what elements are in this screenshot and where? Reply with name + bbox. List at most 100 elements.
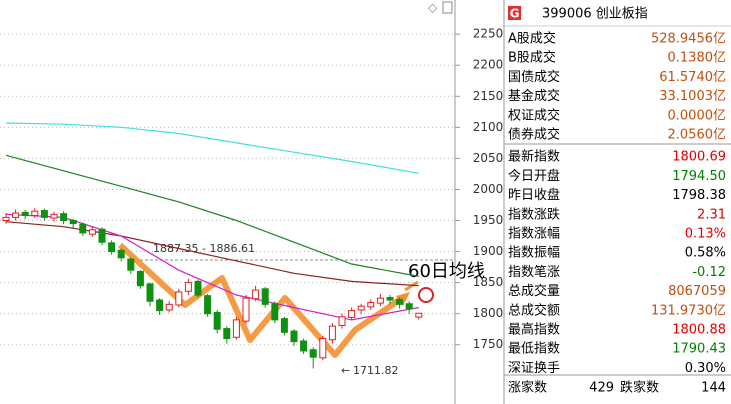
row-value: 1798.38	[672, 188, 726, 203]
row-value: 61.5740亿	[659, 70, 726, 85]
row-value: 528.9456亿	[651, 32, 726, 47]
low-annotation: 1711.82	[353, 364, 399, 377]
candle-body	[223, 328, 231, 340]
y-tick-label: 2100	[473, 120, 504, 134]
moving-average	[5, 154, 419, 277]
row-label: 最高指数	[508, 322, 560, 338]
row-value: 1800.69	[672, 150, 726, 165]
candle-body	[50, 213, 58, 219]
candle-body	[184, 282, 192, 292]
candle-body	[319, 338, 327, 359]
candle-body	[300, 340, 308, 352]
y-tick-label: 1800	[473, 306, 504, 320]
candle-body	[357, 305, 365, 311]
moving-average	[5, 122, 419, 174]
y-tick-label: 1900	[473, 244, 504, 258]
row-value: 1790.43	[672, 342, 726, 357]
candle-body	[280, 318, 288, 333]
candle-body	[290, 330, 298, 343]
candle-body	[242, 297, 250, 322]
candle-body	[328, 325, 336, 341]
candle-body	[232, 319, 240, 338]
candle-body	[204, 295, 212, 315]
row-label: 债券成交	[508, 127, 560, 143]
up-label: 涨家数	[508, 380, 547, 396]
up-count: 429	[589, 381, 614, 396]
y-tick-label: 2000	[473, 182, 504, 196]
candle-body	[348, 310, 356, 318]
candle-body	[156, 299, 164, 312]
candle-body	[146, 283, 154, 302]
candle-body	[69, 220, 77, 225]
candle-body	[79, 223, 87, 234]
row-value: 1800.88	[672, 323, 726, 338]
diamond-icon[interactable]: ◇	[428, 1, 438, 15]
candle-body	[127, 258, 135, 271]
row-value: 131.9730亿	[651, 303, 726, 318]
box-icon[interactable]	[442, 1, 453, 14]
candle-body	[396, 298, 404, 305]
candle-body	[165, 303, 173, 311]
g-icon: G	[510, 7, 520, 21]
y-tick-label: 1850	[473, 275, 504, 289]
candle-body	[175, 291, 183, 306]
candle-body	[88, 229, 96, 235]
candle-body	[31, 210, 39, 217]
candle-body	[376, 297, 384, 304]
row-value: 0.30%	[685, 361, 726, 376]
highlight-circle	[418, 287, 434, 303]
row-label: 今日开盘	[508, 168, 560, 184]
candle-body	[367, 301, 375, 308]
index-title: 399006 创业板指	[542, 7, 648, 22]
row-value: 2.0560亿	[668, 128, 727, 143]
trend-arrow	[117, 242, 404, 358]
candle-body	[21, 211, 29, 217]
row-label: 指数振幅	[508, 246, 560, 261]
ma-annotation: 60日均线	[408, 261, 485, 282]
candle-body	[98, 228, 106, 243]
candle-body	[213, 311, 221, 330]
candle-body	[136, 270, 144, 287]
row-label: 国债成交	[508, 69, 560, 85]
y-tick-label: 2150	[473, 89, 504, 103]
row-label: 指数涨跌	[508, 206, 560, 222]
row-value: 8067059	[668, 284, 726, 299]
candle-body	[117, 249, 125, 259]
candle-body	[12, 212, 20, 218]
moving-average	[5, 221, 419, 287]
row-value: -0.12	[692, 265, 726, 280]
row-value: 0.13%	[685, 227, 726, 242]
y-tick-label: 2200	[473, 58, 504, 72]
row-label: 深证换手	[508, 361, 560, 376]
row-label: 指数笔涨	[508, 264, 560, 280]
candle-body	[261, 288, 269, 305]
arrow-left: ←	[341, 364, 350, 377]
row-label: 最低指数	[508, 342, 560, 357]
candle-body	[386, 297, 394, 301]
down-count: 144	[701, 381, 726, 396]
row-label: 最新指数	[508, 149, 560, 165]
row-label: 指数涨幅	[508, 227, 560, 242]
row-value: 33.1003亿	[659, 89, 726, 104]
candle-body	[271, 303, 279, 321]
moving-average	[5, 213, 419, 321]
candle-body	[309, 349, 317, 358]
candle-body	[194, 280, 202, 296]
row-value: 2.31	[697, 207, 726, 222]
row-value: 0.1380亿	[668, 51, 727, 66]
row-label: 权证成交	[508, 107, 560, 123]
g-icon-bg	[508, 6, 521, 20]
candle-body	[405, 303, 413, 310]
candle-body	[252, 289, 260, 300]
row-label: 昨日收盘	[508, 187, 560, 203]
y-tick-label: 2250	[473, 27, 504, 41]
row-label: A股成交	[508, 31, 556, 47]
row-value: 0.58%	[685, 246, 726, 261]
candle-body	[60, 213, 68, 222]
candle-body	[415, 312, 423, 318]
candle-body	[108, 242, 116, 253]
y-tick-label: 1950	[473, 213, 504, 227]
level-annotation: 1887.35 - 1886.61	[153, 242, 255, 255]
y-tick-label: 2050	[473, 151, 504, 165]
candle-body	[2, 216, 10, 222]
